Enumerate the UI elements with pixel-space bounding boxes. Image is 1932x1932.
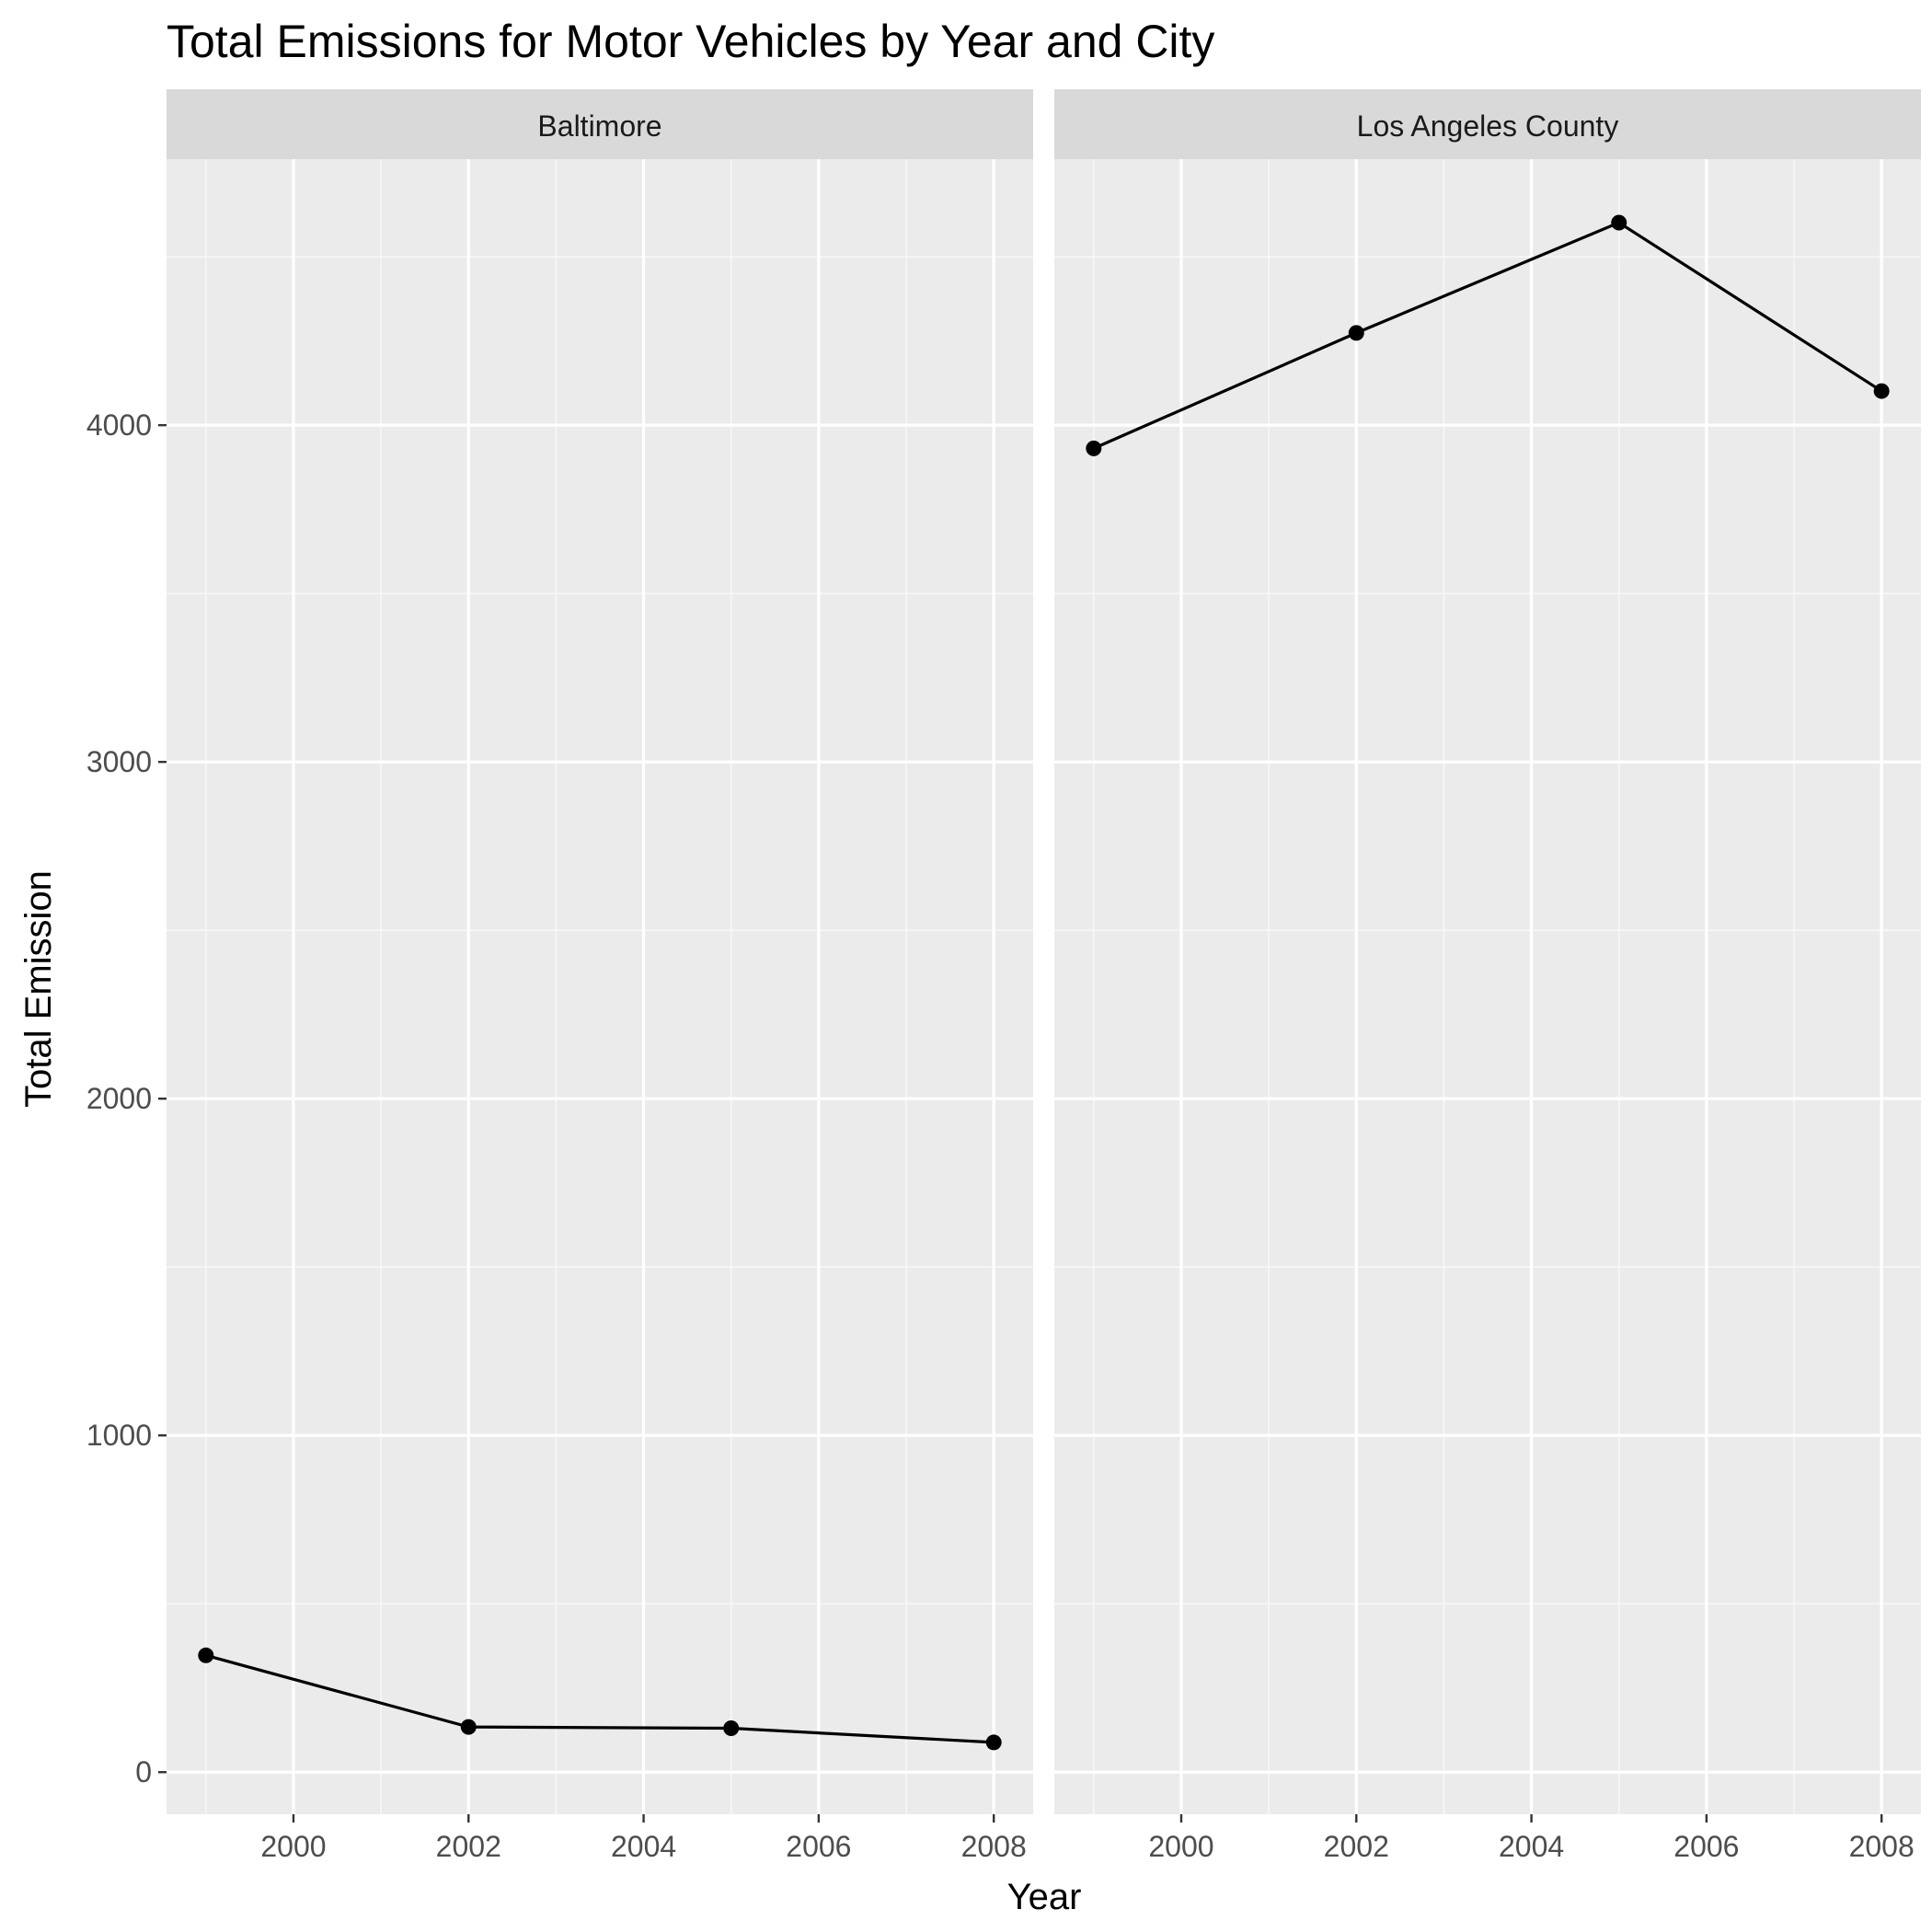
- x-tick-label: 2000: [1148, 1830, 1213, 1863]
- x-tick-label: 2002: [1324, 1830, 1389, 1863]
- chart-title: Total Emissions for Motor Vehicles by Ye…: [167, 16, 1214, 67]
- y-axis: 0 1000 2000 3000 4000: [86, 408, 167, 1788]
- y-tick-label: 4000: [86, 408, 152, 442]
- panel-baltimore: Baltimore 2000 2002 2004 2006 2008: [167, 89, 1033, 1863]
- x-tick-label: 2008: [961, 1830, 1027, 1863]
- data-point: [198, 1647, 214, 1663]
- data-point: [985, 1734, 1002, 1751]
- y-tick-label: 3000: [86, 745, 152, 778]
- y-tick-label: 0: [135, 1755, 152, 1788]
- facet-strip-label: Baltimore: [537, 109, 661, 143]
- series-line: [1093, 221, 1883, 450]
- data-point: [460, 1719, 477, 1735]
- x-tick-label: 2008: [1849, 1830, 1915, 1863]
- data-point: [1611, 214, 1627, 231]
- x-tick-label: 2002: [436, 1830, 501, 1863]
- data-point: [723, 1720, 740, 1737]
- x-axis-title: Year: [1007, 1877, 1082, 1917]
- y-tick-label: 1000: [86, 1419, 152, 1452]
- data-point: [1086, 440, 1102, 456]
- panel-los-angeles-county: Los Angeles County 2000 2002 2004 2006 2008: [1054, 89, 1921, 1863]
- panel-background: [1054, 159, 1921, 1814]
- data-point: [1348, 325, 1364, 341]
- x-tick-label: 2004: [611, 1830, 676, 1863]
- y-axis-title: Total Emission: [18, 870, 59, 1108]
- x-tick-label: 2006: [1673, 1830, 1739, 1863]
- data-point: [1873, 383, 1890, 399]
- facet-strip: [1054, 89, 1921, 159]
- x-tick-label: 2006: [786, 1830, 851, 1863]
- y-tick-label: 2000: [86, 1082, 152, 1115]
- facet-strip: [167, 89, 1033, 159]
- x-tick-label: 2004: [1499, 1830, 1564, 1863]
- series-line: [205, 1653, 995, 1744]
- facet-strip-label: Los Angeles County: [1357, 109, 1619, 143]
- panel-background: [167, 159, 1033, 1814]
- x-tick-label: 2000: [260, 1830, 326, 1863]
